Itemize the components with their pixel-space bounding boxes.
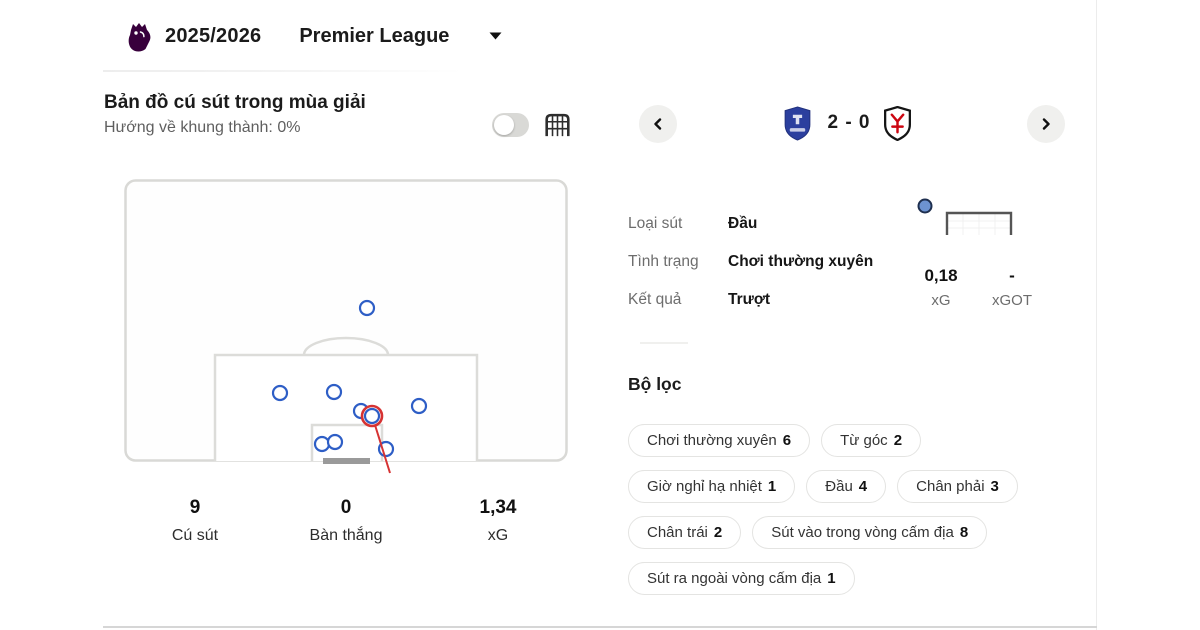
filter-chip[interactable]: Giờ nghỉ hạ nhiệt 1 [628,470,796,503]
filter-chip[interactable]: Chơi thường xuyên 6 [628,424,811,457]
shots-layer [271,299,428,474]
xgot-label: xGOT [992,292,1032,309]
header-divider [103,70,463,72]
filter-chip[interactable]: Sút vào trong vòng cấm địa 8 [752,516,988,549]
filter-chip[interactable]: Đầu 4 [806,470,887,503]
fulham-crest [884,106,911,141]
penalty-arc [302,336,390,356]
section-divider [640,342,688,344]
goal-bar [323,458,370,464]
detail-situation: Tình trạng Chơi thường xuyên [628,253,918,271]
detail-value: Trượt [728,291,771,308]
stat-label: Cú sút [171,527,219,544]
detail-result: Kết quả Trượt [628,291,918,309]
right-edge-divider [1096,0,1097,630]
xg-value: 0,18 [924,266,958,285]
stat-value: 0 [340,497,352,518]
detail-label: Tình trạng [628,253,699,270]
detail-label: Kết quả [628,291,682,308]
shot-map-svg [124,179,568,474]
goal-mouth-viz [917,198,1013,235]
shot-marker[interactable] [358,299,376,317]
toggle-knob [494,115,514,135]
chevron-down-icon [489,32,502,40]
shot-marker[interactable] [377,440,395,458]
filter-chip[interactable]: Sút ra ngoài vòng cấm địa 1 [628,562,855,595]
bottom-edge-divider [103,626,1097,628]
filter-chips: Chơi thường xuyên 6 Từ góc 2 Giờ nghỉ hạ nhi… [628,424,1052,595]
league-name: Premier League [299,24,450,47]
detail-value: Chơi thường xuyên [728,253,874,270]
filter-chip[interactable]: Chân trái 2 [628,516,742,549]
shotmap-subtitle: Hướng về khung thành: 0% [104,119,301,136]
stat-xg: 1,34 xG [480,497,517,545]
stat-value: 9 [189,497,201,518]
selected-shot-marker[interactable] [363,407,381,425]
filter-chip[interactable]: Từ góc 2 [821,424,922,457]
stat-shots: 9 Cú sút [172,497,218,545]
shot-marker[interactable] [325,383,343,401]
chevron-left-icon [654,118,662,130]
season-label: 2025/2026 [165,24,262,47]
everton-crest [784,106,811,141]
goal-frame [945,211,1013,235]
shot-trajectory [374,424,391,474]
filters-title: Bộ lọc [628,374,682,394]
next-match-button[interactable] [1027,105,1065,143]
shotmap-title: Bản đồ cú sút trong mùa giải [104,92,366,113]
goal-net-icon[interactable] [543,113,571,138]
goal-view-toggle[interactable] [492,113,529,137]
stat-label: xG [487,527,509,544]
premier-league-logo-icon [128,23,151,52]
detail-label: Loại sút [628,215,683,232]
shot-marker[interactable] [410,397,428,415]
detail-value: Đầu [728,215,758,232]
detail-shot-type: Loại sút Đầu [628,215,918,233]
match-score: 2 - 0 [827,112,871,133]
xg-label: xG [931,292,951,309]
filter-chip[interactable]: Chân phải 3 [897,470,1018,503]
chevron-right-icon [1042,118,1050,130]
header: 2025/2026 Premier League [103,0,502,72]
goal-mouth-dot [917,198,933,214]
xgot-value: - [1009,266,1015,285]
prev-match-button[interactable] [639,105,677,143]
stat-value: 1,34 [479,497,517,518]
league-selector[interactable]: Premier League [299,25,502,48]
shot-map [124,179,568,474]
penalty-box [213,353,479,461]
shot-marker[interactable] [271,384,289,402]
stat-goals: 0 Bàn thắng [310,497,383,545]
shot-marker[interactable] [326,433,344,451]
shot-marker[interactable] [313,435,331,453]
stat-label: Bàn thắng [309,527,383,544]
